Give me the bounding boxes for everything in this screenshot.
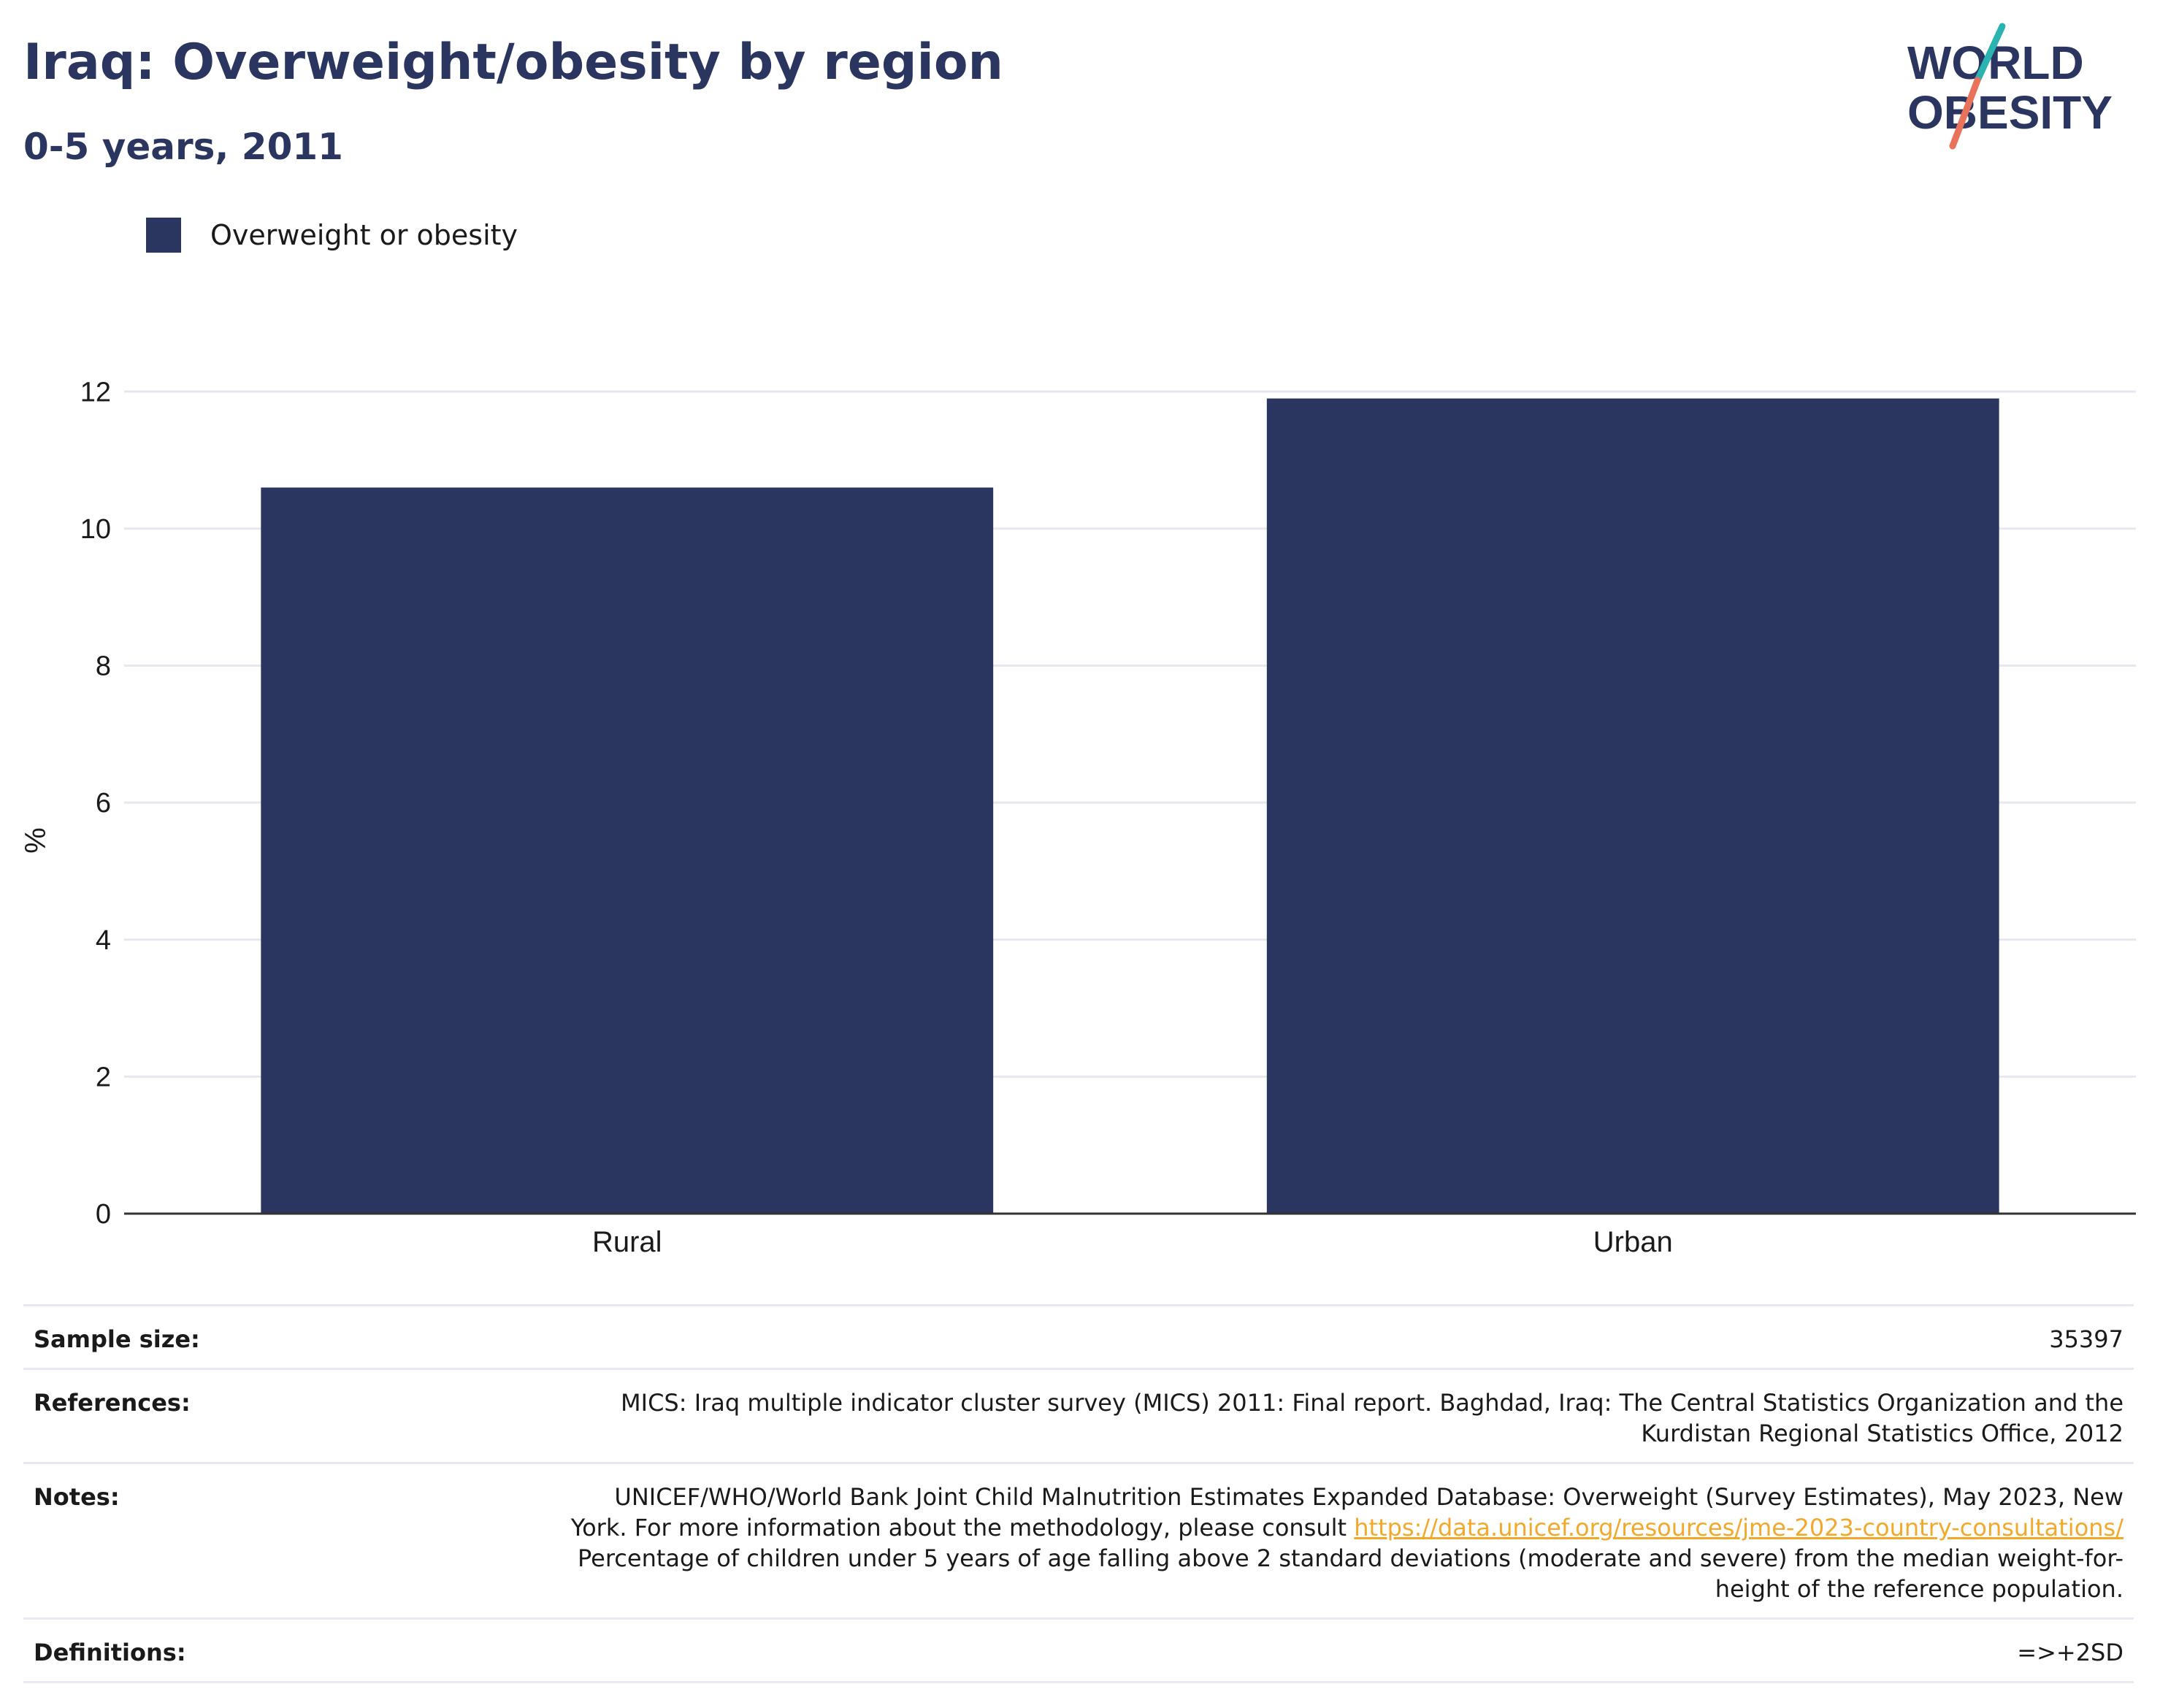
info-table: Sample size: 35397 References: MICS: Ira… [23,1304,2134,1683]
logo-word-obesity: OBESITY [1907,86,2113,139]
y-axis-label: % [20,827,52,854]
definitions-row: Definitions: =>+2SD [23,1617,2134,1683]
y-tick-label-4: 4 [96,925,111,956]
legend-swatch [146,218,181,253]
y-tick-label-6: 6 [96,788,111,819]
references-label: References: [34,1389,191,1417]
references-line-2: Kurdistan Regional Statistics Office, 20… [1641,1420,2123,1447]
chart-legend: Overweight or obesity [146,218,518,253]
references-line-1: MICS: Iraq multiple indicator cluster su… [621,1389,2123,1417]
x-tick-label-urban: Urban [1593,1226,1673,1258]
legend-label: Overweight or obesity [210,219,518,251]
y-tick-label-0: 0 [96,1199,111,1230]
y-tick-labels: 0 2 4 6 8 10 12 [80,377,111,1230]
y-tick-label-8: 8 [96,651,111,682]
notes-line-3: Percentage of children under 5 years of … [578,1544,2123,1572]
world-obesity-logo: WORLD OBESITY [1907,23,2113,150]
notes-value: UNICEF/WHO/World Bank Joint Child Malnut… [275,1482,2123,1604]
sample-size-value: 35397 [2049,1325,2123,1353]
notes-label: Notes: [34,1483,120,1511]
methodology-link[interactable]: https://data.unicef.org/resources/jme-20… [1354,1514,2123,1542]
x-tick-labels: Rural Urban [592,1226,1673,1258]
definitions-label: Definitions: [34,1639,186,1666]
bars [261,398,1999,1214]
references-value: MICS: Iraq multiple indicator cluster su… [275,1387,2123,1449]
x-tick-label-rural: Rural [592,1226,662,1258]
chart-subtitle: 0-5 years, 2011 [23,126,343,168]
references-row: References: MICS: Iraq multiple indicato… [23,1368,2134,1462]
notes-line-2: York. For more information about the met… [570,1514,1347,1542]
sample-size-label: Sample size: [34,1325,200,1353]
y-tick-label-12: 12 [80,377,111,407]
definitions-value: =>+2SD [2017,1639,2123,1666]
bar-chart: 0 2 4 6 8 10 12 Rural Urban % [20,377,2136,1258]
bar-rural [261,487,994,1214]
chart-title: Iraq: Overweight/obesity by region [23,34,1003,91]
notes-line-4: height of the reference population. [1715,1575,2123,1603]
y-tick-label-10: 10 [80,514,111,545]
notes-row: Notes: UNICEF/WHO/World Bank Joint Child… [23,1462,2134,1617]
sample-size-row: Sample size: 35397 [23,1304,2134,1368]
notes-line-1: UNICEF/WHO/World Bank Joint Child Malnut… [614,1483,2123,1511]
bar-urban [1266,398,1999,1214]
logo-slash-top [1974,23,2006,84]
logo-slash-bottom [1949,77,1981,150]
y-tick-label-2: 2 [96,1062,111,1092]
